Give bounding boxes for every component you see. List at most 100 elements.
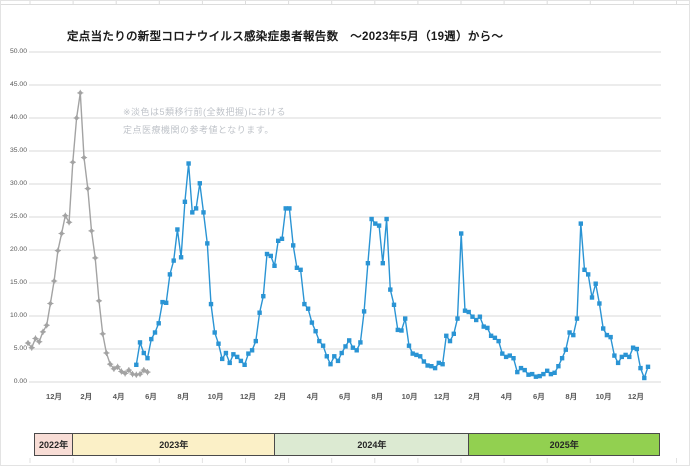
- data-point-diamond: [129, 371, 136, 377]
- data-point-diamond: [77, 90, 83, 96]
- data-point-square: [559, 356, 565, 361]
- x-axis-label: 8月: [371, 392, 384, 401]
- year-band-2023: 2023年: [73, 433, 276, 456]
- data-point-square: [597, 301, 602, 306]
- data-point-diamond: [122, 370, 128, 377]
- reference-series-line: [27, 92, 149, 376]
- data-point-square: [451, 331, 456, 336]
- data-point-square: [137, 340, 143, 345]
- data-point-square: [496, 338, 501, 344]
- data-point-square: [436, 360, 441, 366]
- y-axis-label: 30.00: [9, 180, 27, 187]
- data-point-square: [332, 354, 337, 359]
- data-point-square: [335, 358, 341, 364]
- data-point-square: [272, 263, 277, 268]
- data-point-square: [235, 354, 240, 360]
- data-point-diamond: [55, 247, 61, 254]
- data-point-square: [462, 308, 468, 313]
- year-band-2022: 2022年: [33, 433, 74, 456]
- data-point-square: [526, 372, 531, 377]
- data-point-square: [354, 348, 359, 353]
- data-point-square: [156, 321, 161, 326]
- data-point-square: [533, 374, 539, 379]
- data-point-diamond: [73, 115, 80, 121]
- data-point-diamond: [32, 335, 39, 342]
- data-point-square: [309, 320, 315, 325]
- data-point-square: [586, 272, 591, 277]
- year-band-2024: 2024年: [275, 433, 470, 456]
- data-point-square: [328, 362, 333, 367]
- data-point-square: [305, 306, 311, 311]
- data-point-square: [571, 332, 576, 338]
- data-point-square: [369, 216, 374, 222]
- x-axis-label: 10月: [401, 392, 418, 401]
- data-point-diamond: [96, 298, 102, 304]
- data-point-square: [488, 333, 494, 338]
- data-point-square: [619, 354, 624, 360]
- y-axis-label: 10.00: [9, 312, 27, 319]
- data-point-square: [145, 356, 150, 361]
- data-point-square: [418, 354, 423, 359]
- data-point-square: [608, 334, 613, 340]
- x-axis-label: 8月: [565, 392, 578, 401]
- data-point-square: [421, 359, 427, 364]
- data-point-square: [186, 161, 191, 166]
- data-point-square: [410, 351, 415, 356]
- y-axis-label: 25.00: [9, 213, 27, 220]
- data-point-square: [567, 330, 572, 335]
- data-point-square: [317, 338, 322, 344]
- data-point-square: [324, 354, 329, 359]
- data-point-square: [601, 326, 606, 331]
- x-axis-label: 2月: [80, 392, 93, 401]
- data-point-square: [193, 206, 199, 211]
- data-point-square: [152, 330, 158, 335]
- x-axis-label: 12月: [627, 392, 644, 401]
- data-point-square: [578, 221, 583, 226]
- data-point-square: [459, 231, 464, 236]
- data-point-square: [261, 294, 266, 299]
- data-point-square: [545, 368, 550, 373]
- data-point-square: [175, 227, 180, 232]
- data-point-square: [582, 267, 587, 272]
- data-point-diamond: [107, 361, 113, 367]
- data-point-diamond: [40, 329, 46, 335]
- x-axis-label: 8月: [177, 392, 190, 401]
- data-point-square: [178, 255, 184, 260]
- data-point-diamond: [133, 372, 140, 378]
- data-point-square: [171, 258, 176, 263]
- data-point-square: [283, 206, 288, 211]
- data-point-square: [287, 206, 292, 211]
- data-point-diamond: [114, 364, 121, 370]
- data-point-square: [320, 343, 326, 348]
- weekly-series-line: [135, 162, 649, 379]
- data-point-square: [384, 216, 389, 222]
- data-point-diamond: [88, 228, 95, 234]
- data-point-square: [231, 352, 236, 357]
- data-point-square: [276, 238, 281, 243]
- data-point-square: [365, 261, 371, 266]
- data-point-diamond: [58, 230, 65, 237]
- data-point-diamond: [36, 339, 42, 345]
- data-point-square: [291, 243, 296, 248]
- data-point-square: [399, 328, 404, 333]
- data-point-square: [220, 356, 225, 362]
- data-point-diamond: [70, 159, 76, 165]
- data-point-square: [593, 281, 598, 286]
- data-point-square: [134, 362, 139, 367]
- data-point-square: [455, 316, 460, 321]
- data-point-diamond: [29, 344, 35, 351]
- data-point-square: [201, 210, 206, 215]
- data-point-square: [205, 241, 210, 246]
- x-axis-label: 2月: [274, 392, 287, 401]
- data-point-square: [485, 325, 490, 331]
- year-band-2025: 2025年: [469, 433, 660, 456]
- data-point-square: [642, 375, 647, 381]
- data-point-square: [242, 362, 247, 367]
- data-point-square: [440, 362, 445, 367]
- data-point-square: [623, 352, 628, 358]
- data-point-diamond: [62, 212, 69, 219]
- data-point-square: [264, 251, 270, 257]
- data-point-square: [541, 371, 546, 377]
